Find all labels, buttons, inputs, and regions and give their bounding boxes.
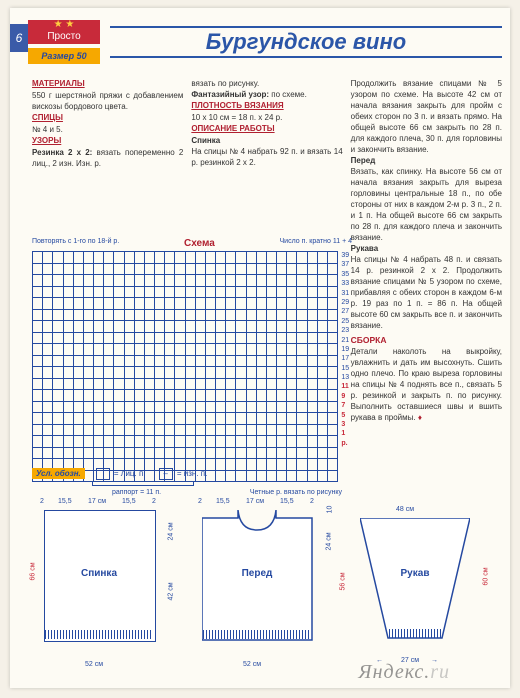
assembly-heading: СБОРКА bbox=[351, 335, 502, 346]
dim: 42 см bbox=[167, 582, 174, 600]
dim: 15,5 bbox=[216, 498, 230, 505]
patterns-heading: УЗОРЫ bbox=[32, 135, 183, 146]
header: 6 ★ ★ Просто Размер 50 Бургундское вино bbox=[10, 8, 510, 68]
rapport-label: раппорт = 11 п. bbox=[112, 489, 161, 496]
legend-sym-2: – bbox=[159, 468, 173, 480]
rib-icon bbox=[45, 630, 153, 639]
size-tab: Размер 50 bbox=[28, 48, 100, 64]
piece-label: Рукав bbox=[360, 568, 470, 579]
dim: 60 см bbox=[482, 567, 489, 585]
row-labels: 39373533312927252321191715131197531 р. bbox=[341, 251, 352, 439]
grid-wrap: 39373533312927252321191715131197531 р. bbox=[32, 251, 352, 482]
dim: 52 см bbox=[243, 661, 261, 668]
piece-front: 2 15,5 17 см 15,5 2 Перед 10 24 см 56 см… bbox=[188, 498, 332, 668]
front-heading: Перед bbox=[351, 155, 502, 166]
p3: На спицы № 4 набрать 48 п. и связать 14 … bbox=[351, 254, 502, 331]
rib-icon bbox=[389, 629, 441, 638]
repeat-note: Повторять с 1-го по 18-й р. bbox=[32, 238, 119, 249]
schema-area: Повторять с 1-го по 18-й р. Схема Число … bbox=[32, 238, 352, 482]
rib-text: Резинка 2 х 2: вязать попеременно 2 лиц.… bbox=[32, 147, 183, 169]
p4: Детали наколоть на выкройку, увлажнить и… bbox=[351, 346, 502, 423]
count-note: Число п. кратно 11 + 4 bbox=[280, 238, 353, 249]
line1: вязать по рисунку. bbox=[191, 78, 342, 89]
fantasy: Фантазийный узор: по схеме. bbox=[191, 89, 342, 100]
dim: 15,5 bbox=[280, 498, 294, 505]
piece-back: 2 15,5 17 см 15,5 2 Спинка 66 см 24 см 4… bbox=[30, 498, 174, 668]
difficulty-tab: ★ ★ Просто bbox=[28, 20, 100, 44]
dim: 10 bbox=[327, 506, 334, 514]
needles-heading: СПИЦЫ bbox=[32, 112, 183, 123]
legend-txt-2: = изн. п. bbox=[177, 469, 207, 478]
piece-label: Спинка bbox=[44, 568, 154, 579]
rib-icon bbox=[203, 630, 311, 639]
piece-label: Перед bbox=[202, 568, 312, 579]
materials-text: 550 г шерстяной пряжи с добавлением виск… bbox=[32, 90, 183, 112]
stars-icon: ★ ★ bbox=[28, 20, 100, 30]
legend-sym-1 bbox=[96, 468, 110, 480]
materials-heading: МАТЕРИАЛЫ bbox=[32, 78, 183, 89]
legend: Усл. обозн. = лиц. п. – = изн. п. bbox=[32, 468, 322, 488]
dim: 24 см bbox=[325, 532, 332, 550]
dim: 17 см bbox=[246, 498, 264, 505]
p1: Продолжить вязание спицами № 5 узором по… bbox=[351, 78, 502, 155]
needles-text: № 4 и 5. bbox=[32, 124, 183, 135]
back-heading: Спинка bbox=[191, 135, 342, 146]
piece-sleeve: 48 см Рукав 60 см ← 27 см → bbox=[346, 498, 490, 668]
sleeve-shape bbox=[360, 518, 470, 640]
dim: 2 bbox=[152, 498, 156, 505]
legend-title: Усл. обозн. bbox=[32, 468, 85, 479]
dim: 2 bbox=[310, 498, 314, 505]
page: 6 ★ ★ Просто Размер 50 Бургундское вино … bbox=[10, 8, 510, 688]
work-heading: ОПИСАНИЕ РАБОТЫ bbox=[191, 123, 342, 134]
density-text: 10 х 10 см = 18 п. х 24 р. bbox=[191, 112, 342, 123]
back-text: На спицы № 4 набрать 92 п. и вязать 14 р… bbox=[191, 146, 342, 168]
dim: 24 см bbox=[167, 522, 174, 540]
difficulty-label: Просто bbox=[28, 30, 100, 44]
even-rows-note: Четные р. вязать по рисунку bbox=[250, 489, 342, 496]
density-heading: ПЛОТНОСТЬ ВЯЗАНИЯ bbox=[191, 100, 342, 111]
dim: 66 см bbox=[30, 562, 37, 580]
dim: 48 см bbox=[396, 506, 414, 513]
dim: 2 bbox=[40, 498, 44, 505]
page-title: Бургундское вино bbox=[110, 26, 502, 58]
schema-title: Схема bbox=[184, 238, 215, 249]
schema-grid bbox=[32, 251, 338, 482]
legend-txt-1: = лиц. п. bbox=[114, 469, 146, 478]
p2: Вязать, как спинку. На высоте 56 см от н… bbox=[351, 166, 502, 243]
dim: 15,5 bbox=[58, 498, 72, 505]
sleeves-heading: Рукава bbox=[351, 243, 502, 254]
dim: 52 см bbox=[85, 661, 103, 668]
schematics: 2 15,5 17 см 15,5 2 Спинка 66 см 24 см 4… bbox=[30, 498, 490, 668]
page-number: 6 bbox=[10, 24, 28, 52]
dim: 17 см bbox=[88, 498, 106, 505]
dim: 2 bbox=[198, 498, 202, 505]
column-3: Продолжить вязание спицами № 5 узором по… bbox=[351, 78, 502, 423]
dim: 15,5 bbox=[122, 498, 136, 505]
watermark: Яндекс.ru bbox=[358, 661, 450, 684]
